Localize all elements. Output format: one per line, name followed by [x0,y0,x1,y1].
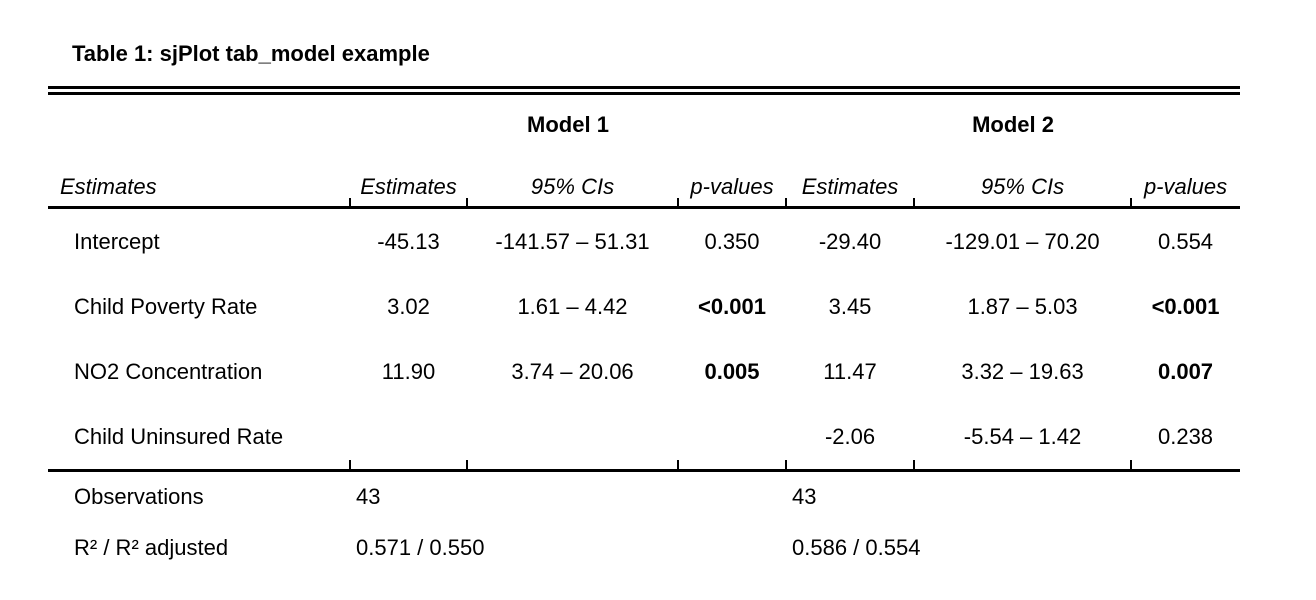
m2-pvalue-cell: 0.238 [1157,423,1214,449]
m1-estimates-header: Estimates [350,155,467,209]
observations-row: Observations 43 43 [48,469,1241,522]
m1-ci-header: 95% CIs [467,155,678,209]
m2-pvalue-cell: 0.554 [1157,228,1214,254]
m2-pvalue-cell: <0.001 [1151,293,1220,319]
m2-pvalue-cell: 0.007 [1157,358,1214,384]
regression-table: Model 1 Model 2 Estimates Estimates 95% … [48,95,1241,574]
column-divider-tick [466,460,468,469]
column-divider-tick [349,460,351,469]
m2-estimate-cell: 3.45 [828,293,872,319]
column-divider-tick [349,198,351,207]
table-row-child-poverty-rate: Child Poverty Rate 3.02 1.61 – 4.42 <0.0… [48,274,1240,339]
column-divider-tick [677,198,679,207]
m1-pvalue-cell: 0.005 [704,358,760,384]
m1-ci-cell: 3.74 – 20.06 [511,358,634,384]
m2-ci-cell: 3.32 – 19.63 [961,358,1084,384]
column-divider-tick [1130,198,1132,207]
column-header-row: Estimates Estimates 95% CIs p-values Est… [48,155,1241,209]
column-divider-tick [785,460,787,469]
m2-observations-value: 43 [786,469,1241,522]
model1-header: Model 1 [527,112,609,137]
row-label: Child Uninsured Rate [74,423,284,449]
column-divider-tick [677,460,679,469]
row-label: Child Poverty Rate [74,293,258,319]
table-document: Table 1: sjPlot tab_model example Model … [48,0,1241,574]
m1-ci-cell [467,404,678,471]
m2-pvalues-header: p-values [1131,155,1241,209]
r-squared-row: R² / R² adjusted 0.571 / 0.550 0.586 / 0… [48,522,1240,574]
column-divider-tick [913,460,915,469]
m2-ci-cell: 1.87 – 5.03 [967,293,1078,319]
m1-estimate-cell: -45.13 [377,228,440,254]
row-label: R² / R² adjusted [74,535,229,560]
m2-r-squared-value: 0.586 / 0.554 [792,535,921,560]
row-label: Intercept [74,228,160,254]
m1-estimate-cell: 3.02 [387,293,430,319]
m1-observations-value: 43 [350,469,787,522]
m2-estimate-cell: -2.06 [824,423,876,449]
m2-estimates-header: Estimates [786,155,915,209]
m1-pvalues-header: p-values [678,155,787,209]
m1-pvalue-cell: <0.001 [698,293,766,319]
m1-pvalue-cell: 0.350 [704,228,760,254]
model-header-row: Model 1 Model 2 [48,95,1240,155]
column-divider-tick [466,198,468,207]
column-divider-tick [1130,460,1132,469]
table-row-child-uninsured-rate: Child Uninsured Rate -2.06 -5.54 – 1.42 … [48,404,1240,471]
table-row-no2-concentration: NO2 Concentration 11.90 3.74 – 20.06 0.0… [48,339,1240,404]
m1-ci-cell: -141.57 – 51.31 [495,228,650,254]
m2-ci-cell: -5.54 – 1.42 [963,423,1082,449]
m1-ci-cell: 1.61 – 4.42 [517,293,628,319]
empty-corner-cell [48,95,350,155]
row-label: Observations [48,469,350,522]
m2-ci-header: 95% CIs [914,155,1132,209]
column-divider-tick [913,198,915,207]
predictors-column-header: Estimates [48,155,350,209]
m1-pvalue-cell [678,404,786,471]
column-divider-tick [785,198,787,207]
table-title: Table 1: sjPlot tab_model example [72,41,430,66]
m1-estimate-cell [350,404,467,471]
top-double-rule [48,86,1240,95]
table-row-intercept: Intercept -45.13 -141.57 – 51.31 0.350 -… [48,208,1240,275]
row-label: NO2 Concentration [74,358,263,384]
m2-estimate-cell: 11.47 [823,358,877,384]
m1-r-squared-value: 0.571 / 0.550 [356,535,485,560]
m2-estimate-cell: -29.40 [818,228,882,254]
m1-estimate-cell: 11.90 [381,358,436,384]
m2-ci-cell: -129.01 – 70.20 [945,228,1100,254]
model2-header: Model 2 [972,112,1054,137]
